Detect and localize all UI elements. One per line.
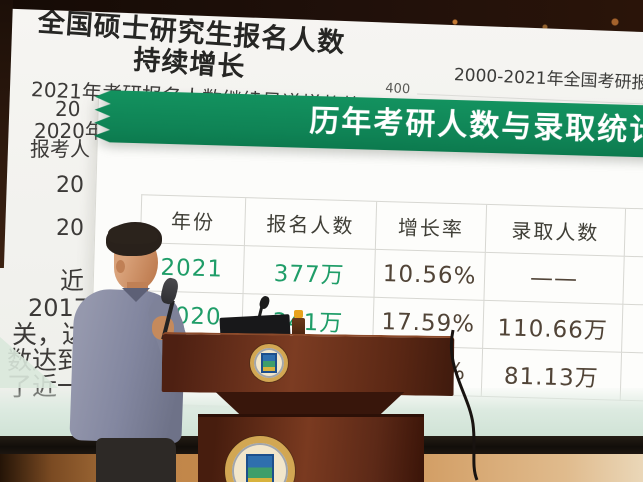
presenter-pants <box>96 438 176 482</box>
podium <box>158 294 468 482</box>
slide-text-fragment: 20 <box>56 216 84 241</box>
slide-text-fragment: 20 <box>55 97 81 121</box>
slide-text-fragment: 近 <box>60 267 84 295</box>
table-cell-extra <box>623 256 643 307</box>
podium-emblem-large <box>225 436 295 482</box>
chart-title: 2000-2021年全国考研报名人 <box>453 65 643 96</box>
slide-text-fragment: 20 <box>56 173 84 198</box>
table-cell-applicants: 377万 <box>243 246 376 298</box>
podium-neck <box>215 392 405 414</box>
table-cell-admitted: —— <box>484 252 625 305</box>
presenter <box>69 222 200 482</box>
header-cell-applicants: 报名人数 <box>244 198 378 250</box>
header-cell-extra <box>624 208 643 259</box>
bottle-body <box>292 318 305 336</box>
table-cell-admitted: 110.66万 <box>483 300 624 353</box>
emblem-glyph <box>246 454 274 482</box>
table-cell-growth: 10.56% <box>374 249 486 301</box>
chart-axis-tick: 400 <box>384 81 411 98</box>
audio-cable <box>449 329 479 481</box>
water-bottle <box>292 310 305 336</box>
podium-emblem-small <box>250 344 288 382</box>
slide-text-fragment: 报考人 <box>30 137 90 161</box>
emblem-glyph <box>260 353 278 373</box>
table-cell-extra <box>622 304 643 355</box>
header-cell-admitted: 录取人数 <box>485 204 627 257</box>
presenter-hairline <box>108 224 158 244</box>
bottle-cap <box>294 310 303 318</box>
banner-title: 历年考研人数与录取统计 <box>308 103 643 149</box>
podium-top <box>161 331 455 397</box>
header-cell-growth: 增长率 <box>375 201 488 253</box>
slide-text-fragment: 2020年 <box>34 119 105 143</box>
presenter-ear <box>116 260 125 273</box>
